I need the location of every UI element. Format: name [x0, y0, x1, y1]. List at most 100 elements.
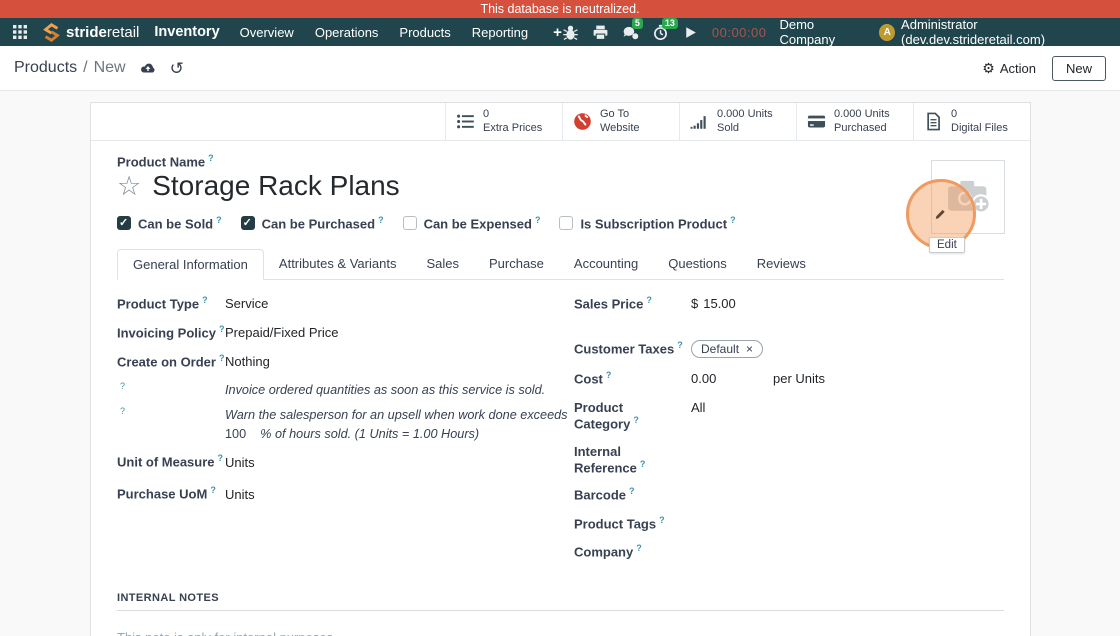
checked-checkbox-icon [117, 216, 131, 231]
timer-play-icon[interactable] [682, 24, 699, 41]
stat-extra-prices[interactable]: 0 Extra Prices [445, 103, 562, 140]
menu-overview[interactable]: Overview [239, 24, 294, 40]
tab-accounting[interactable]: Accounting [573, 255, 639, 271]
currency-symbol: $ [691, 295, 699, 311]
app-name[interactable]: Inventory [154, 24, 220, 40]
tax-tag-default[interactable]: Default × [691, 339, 764, 358]
top-menu: Overview Operations Products Reporting + [240, 24, 562, 41]
gear-icon: ⚙ [982, 59, 995, 76]
tab-general-information[interactable]: General Information [117, 248, 264, 280]
stat-button-bar: 0 Extra Prices Go To Website 0.000 Units So… [91, 103, 1030, 141]
product-name-label: Product Name [117, 153, 1004, 169]
timer-display[interactable]: 00:00:00 [711, 24, 767, 40]
product-name-input[interactable]: Storage Rack Plans [152, 170, 400, 202]
menu-operations[interactable]: Operations [314, 24, 379, 40]
strideretail-logo-icon [43, 22, 60, 42]
field-invoicing-policy: Invoicing Policy Prepaid/Fixed Price [117, 324, 564, 343]
messages-icon[interactable]: 5 [622, 17, 643, 41]
add-menu-icon[interactable]: + [553, 23, 562, 41]
avatar: A [879, 23, 896, 41]
user-name: Administrator (dev.dev.strideretail.com) [901, 17, 1046, 47]
activities-badge: 13 [661, 17, 678, 30]
field-internal-reference: Internal Reference [574, 444, 1004, 475]
form-view-background: 0 Extra Prices Go To Website 0.000 Units So… [0, 91, 1120, 636]
checked-checkbox-icon [240, 216, 255, 231]
field-sales-price: Sales Price $ 15.00 [574, 295, 1004, 314]
product-form-sheet: 0 Extra Prices Go To Website 0.000 Units So… [90, 102, 1031, 636]
remove-tag-icon[interactable]: × [746, 341, 754, 356]
banner-text: This database is neutralized. [480, 2, 640, 16]
favorite-star-icon[interactable]: ☆ [117, 170, 142, 201]
user-menu[interactable]: A Administrator (dev.dev.strideretail.co… [879, 17, 1108, 47]
form-left-column: Product Type Service Invoicing Policy Pr… [117, 295, 568, 573]
upsell-threshold-input[interactable]: 100 [225, 427, 247, 442]
brand-logo[interactable]: strideretail [42, 22, 140, 42]
checkbox-can-be-purchased[interactable]: Can be Purchased [240, 215, 384, 232]
uom-value[interactable]: Units [225, 454, 255, 470]
breadcrumb-new: New [93, 59, 126, 76]
stat-units-sold[interactable]: 0.000 Units Sold [679, 103, 796, 140]
form-right-column: Sales Price $ 15.00 Customer Taxes Defau… [574, 295, 1004, 573]
checkbox-can-be-sold[interactable]: Can be Sold [117, 215, 222, 232]
upsell-note: Warn the salesperson for an upsell when … [117, 406, 568, 444]
debug-bug-icon[interactable] [562, 24, 579, 41]
breadcrumb-products[interactable]: Products [14, 59, 78, 76]
unchecked-checkbox-icon [402, 216, 417, 231]
stat-digital-files[interactable]: 0 Digital Files [913, 103, 1030, 140]
tab-attributes-variants[interactable]: Attributes & Variants [278, 255, 397, 271]
checkbox-can-be-expensed[interactable]: Can be Expensed [402, 215, 541, 232]
product-type-value[interactable]: Service [225, 295, 269, 311]
invoicing-note: Invoice ordered quantities as soon as th… [117, 381, 564, 400]
field-product-tags: Product Tags [574, 515, 1004, 534]
credit-card-icon [807, 115, 826, 128]
tab-reviews[interactable]: Reviews [756, 255, 806, 271]
tab-purchase[interactable]: Purchase [488, 255, 544, 271]
tab-sales[interactable]: Sales [426, 255, 459, 271]
internal-notes-title: INTERNAL NOTES [117, 592, 219, 605]
field-unit-of-measure: Unit of Measure Units [117, 453, 564, 472]
print-icon[interactable] [592, 24, 609, 41]
tab-questions[interactable]: Questions [668, 255, 727, 271]
action-menu[interactable]: ⚙ Action [982, 59, 1036, 76]
globe-icon [574, 113, 591, 130]
internal-notes-separator: INTERNAL NOTES [117, 588, 1004, 612]
sales-price-input[interactable]: 15.00 [703, 295, 736, 311]
edit-tooltip: Edit [929, 237, 965, 253]
checkbox-is-subscription-product[interactable]: Is Subscription Product [559, 215, 735, 232]
pencil-icon [935, 209, 945, 219]
company-switcher[interactable]: Demo Company [779, 17, 836, 47]
control-panel: Products / New ↺ ⚙ Action New [0, 46, 1120, 91]
general-information-pane: Product Type Service Invoicing Policy Pr… [117, 295, 1004, 573]
field-product-type: Product Type Service [117, 295, 564, 314]
brand-name: strideretail [66, 23, 140, 41]
field-product-category: Product Category All [574, 400, 1004, 431]
field-purchase-uom: Purchase UoM Units [117, 485, 564, 504]
field-company: Company [574, 543, 1004, 562]
messages-badge: 5 [631, 17, 643, 30]
unchecked-checkbox-icon [559, 216, 574, 231]
internal-notes-input[interactable]: This note is only for internal purposes. [117, 630, 1004, 636]
field-cost: Cost 0.00 per Units [574, 370, 1004, 389]
breadcrumb: Products / New [14, 59, 126, 76]
stat-go-to-website[interactable]: Go To Website [562, 103, 679, 140]
stat-units-purchased[interactable]: 0.000 Units Purchased [796, 103, 913, 140]
activities-clock-icon[interactable]: 13 [652, 17, 678, 41]
apps-grid-icon[interactable] [12, 24, 28, 40]
field-customer-taxes: Customer Taxes Default × [574, 339, 1004, 359]
purchase-uom-value[interactable]: Units [225, 486, 255, 502]
menu-products[interactable]: Products [399, 24, 451, 40]
list-icon [457, 114, 474, 129]
capability-checkboxes: Can be Sold Can be Purchased Can be Expe… [117, 215, 1004, 232]
product-category-value[interactable]: All [691, 399, 706, 415]
invoicing-policy-value[interactable]: Prepaid/Fixed Price [225, 324, 339, 340]
document-icon [927, 112, 940, 131]
save-cloud-icon[interactable] [140, 60, 156, 76]
main-navbar: strideretail Inventory Overview Operatio… [0, 17, 1120, 47]
field-create-on-order: Create on Order Nothing [117, 353, 564, 372]
discard-undo-icon[interactable]: ↺ [169, 58, 184, 78]
cost-input[interactable]: 0.00 [691, 370, 717, 386]
new-button[interactable]: New [1051, 55, 1106, 81]
menu-reporting[interactable]: Reporting [471, 24, 529, 40]
field-barcode: Barcode [574, 486, 1004, 505]
create-on-order-value[interactable]: Nothing [225, 353, 270, 369]
